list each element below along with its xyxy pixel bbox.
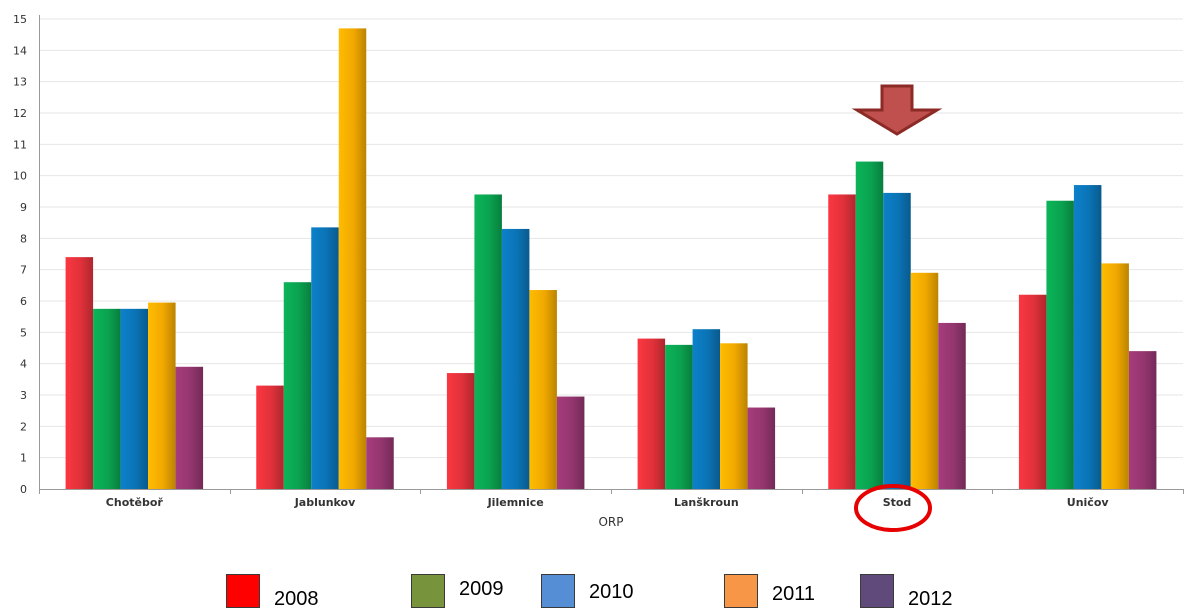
legend-label: 2010 xyxy=(589,581,634,603)
bar-2009 xyxy=(93,308,121,489)
bar-2009 xyxy=(474,194,502,489)
x-category-label: Chotěboř xyxy=(106,496,164,509)
y-tick-label: 12 xyxy=(13,107,27,120)
arrow-down-icon xyxy=(851,84,943,136)
bar-2010 xyxy=(311,227,339,489)
bar-2008 xyxy=(256,385,284,489)
bar-2012 xyxy=(556,396,585,489)
legend-swatch xyxy=(724,574,758,608)
legend-label: 2012 xyxy=(908,588,953,610)
bar-2011 xyxy=(148,302,176,489)
legend-label: 2009 xyxy=(459,578,504,600)
bar-2010 xyxy=(692,329,721,489)
bar-2009 xyxy=(855,161,884,490)
y-tick-label: 1 xyxy=(20,452,27,465)
bar-2012 xyxy=(366,437,394,489)
bar-2008 xyxy=(828,194,856,489)
bar-2010 xyxy=(120,308,149,489)
bar-2008 xyxy=(1018,294,1047,489)
x-category-label: Lanškroun xyxy=(674,496,739,509)
legend-label: 2008 xyxy=(274,588,319,610)
bar-2009 xyxy=(1046,200,1074,489)
bar-2011 xyxy=(338,28,367,490)
x-axis xyxy=(39,15,1184,494)
bar-2012 xyxy=(747,407,776,489)
legend-swatch xyxy=(411,574,445,608)
y-tick-label: 8 xyxy=(20,232,27,245)
bar-2008 xyxy=(637,338,666,489)
y-tick-label: 5 xyxy=(20,326,27,339)
legend-swatch xyxy=(541,574,575,608)
y-tick-label: 15 xyxy=(13,13,27,26)
bar-2011 xyxy=(720,343,748,489)
legend-swatch xyxy=(860,574,894,608)
y-tick-label: 13 xyxy=(13,76,27,89)
bars xyxy=(65,28,1157,490)
bar-2008 xyxy=(446,373,475,489)
bar-2009 xyxy=(665,344,693,489)
y-tick-label: 0 xyxy=(20,483,27,496)
y-tick-label: 6 xyxy=(20,295,27,308)
y-tick-label: 10 xyxy=(13,170,27,183)
bar-2010 xyxy=(501,228,530,489)
y-tick-label: 11 xyxy=(13,138,27,151)
x-axis-title: ORP xyxy=(598,515,623,529)
y-tick-label: 3 xyxy=(20,389,27,402)
legend-swatch xyxy=(226,574,260,608)
highlight-circle xyxy=(854,484,932,532)
bar-2012 xyxy=(1128,351,1157,489)
x-category-label: Stod xyxy=(883,496,912,509)
bar-2011 xyxy=(529,290,557,489)
legend: 2008 2009 2010 2011 2012 xyxy=(0,574,1197,614)
bar-2012 xyxy=(175,366,204,489)
legend-label: 2011 xyxy=(772,583,816,605)
x-category-label: Jilemnice xyxy=(487,496,544,509)
bar-2009 xyxy=(283,282,312,489)
bar-2010 xyxy=(883,192,911,489)
gridlines xyxy=(39,18,1183,459)
x-category-label: Jablunkov xyxy=(294,496,356,509)
x-axis-categories: Chotěboř Jablunkov Jilemnice Lanškroun Stod U… xyxy=(106,496,1110,509)
bar-2010 xyxy=(1073,185,1102,490)
x-category-label: Uničov xyxy=(1067,496,1110,509)
y-tick-label: 4 xyxy=(20,358,27,371)
y-tick-label: 9 xyxy=(20,201,27,214)
y-tick-label: 7 xyxy=(20,264,27,277)
bar-2008 xyxy=(65,257,94,489)
bar-2011 xyxy=(1101,263,1129,489)
annotations xyxy=(851,84,943,532)
bar-2011 xyxy=(910,272,939,489)
y-tick-label: 2 xyxy=(20,420,27,433)
y-tick-label: 14 xyxy=(13,44,27,57)
bar-2012 xyxy=(938,322,966,489)
